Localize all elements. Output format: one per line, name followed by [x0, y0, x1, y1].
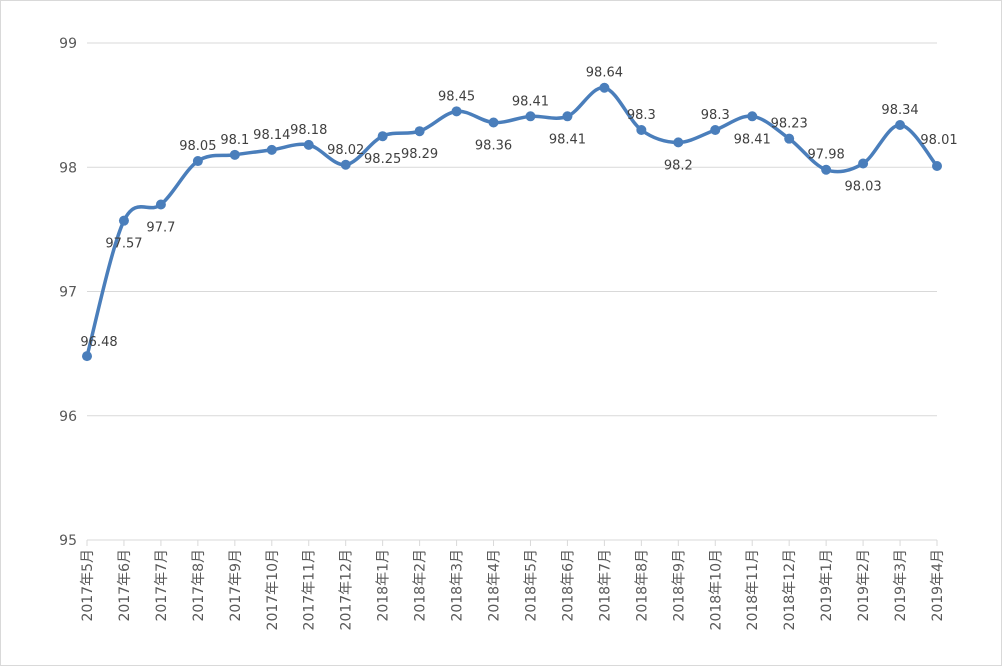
- x-tick-label: 2019年2月: [856, 549, 872, 622]
- x-tick-label: 2018年3月: [450, 549, 466, 622]
- data-point: [895, 120, 906, 131]
- data-point: [377, 131, 388, 142]
- data-point: [858, 158, 869, 169]
- data-point: [562, 111, 573, 122]
- x-tick-label: 2017年6月: [117, 549, 133, 622]
- y-tick-label: 98: [59, 160, 77, 176]
- data-label: 98.14: [253, 128, 290, 143]
- data-label: 98.64: [586, 66, 623, 81]
- data-point: [932, 161, 942, 172]
- data-label: 97.7: [146, 221, 175, 236]
- x-tick-label: 2017年11月: [302, 549, 318, 630]
- data-point: [414, 126, 425, 137]
- data-label: 98.23: [771, 117, 808, 132]
- data-point: [82, 351, 92, 362]
- data-point: [784, 133, 795, 144]
- x-tick-label: 2017年8月: [191, 549, 207, 622]
- x-tick-label: 2019年4月: [930, 549, 946, 622]
- data-point: [747, 111, 758, 122]
- data-label: 98.41: [549, 132, 586, 147]
- data-point: [340, 159, 351, 170]
- data-label: 98.03: [844, 180, 881, 195]
- data-label: 98.41: [512, 94, 549, 109]
- x-tick-label: 2018年9月: [671, 549, 687, 622]
- y-tick-label: 97: [59, 285, 77, 301]
- x-tick-label: 2018年11月: [745, 549, 761, 630]
- data-label: 97.98: [808, 148, 845, 163]
- data-label: 98.1: [220, 133, 249, 148]
- data-point: [636, 124, 647, 135]
- data-point: [266, 144, 277, 155]
- x-tick-label: 2017年10月: [265, 549, 281, 630]
- x-tick-label: 2018年10月: [708, 549, 724, 630]
- data-label: 98.3: [701, 108, 730, 123]
- gridlines: [87, 42, 937, 541]
- data-label: 98.45: [438, 89, 475, 104]
- x-tick-label: 2017年7月: [154, 549, 170, 622]
- y-tick-label: 96: [59, 409, 77, 425]
- x-tick-label: 2017年5月: [80, 549, 96, 622]
- data-point: [192, 156, 203, 167]
- data-label: 98.01: [920, 133, 957, 148]
- data-point: [118, 215, 129, 226]
- y-tick-label: 99: [59, 36, 77, 52]
- x-tick-label: 2017年12月: [339, 549, 355, 630]
- series-path: [85, 85, 939, 357]
- data-point: [525, 111, 536, 122]
- x-tick-label: 2019年1月: [819, 549, 835, 622]
- data-points: [82, 82, 942, 362]
- data-point: [599, 82, 610, 93]
- x-tick-label: 2018年6月: [560, 549, 576, 622]
- x-axis-ticks: 2017年5月 2017年6月 2017年7月 2017年8月 2017年9月 2017年…: [80, 540, 946, 630]
- y-axis-ticks: 95 96 97 98 99: [59, 36, 77, 549]
- data-label: 96.48: [80, 335, 117, 350]
- x-tick-label: 2018年1月: [376, 549, 392, 622]
- data-point: [303, 139, 314, 150]
- x-tick-label: 2018年8月: [634, 549, 650, 622]
- data-point: [229, 149, 240, 160]
- data-label: 98.29: [401, 147, 438, 162]
- data-point: [710, 124, 721, 135]
- data-label: 97.57: [105, 237, 142, 252]
- x-tick-label: 2017年9月: [228, 549, 244, 622]
- x-tick-label: 2018年2月: [413, 549, 429, 622]
- data-label: 98.36: [475, 139, 512, 154]
- data-label: 98.3: [627, 108, 656, 123]
- data-label: 98.02: [327, 143, 364, 158]
- data-label: 98.34: [881, 103, 918, 118]
- x-tick-label: 2018年12月: [782, 549, 798, 630]
- data-point: [488, 117, 499, 128]
- data-label: 98.18: [290, 123, 327, 138]
- x-tick-label: 2018年5月: [523, 549, 539, 622]
- data-point: [673, 137, 684, 148]
- data-point: [821, 164, 832, 175]
- x-tick-label: 2019年3月: [893, 549, 909, 622]
- data-point: [155, 199, 166, 210]
- data-label: 98.05: [179, 139, 216, 154]
- y-tick-label: 95: [59, 533, 77, 549]
- series-line: [85, 85, 939, 357]
- data-label: 98.2: [664, 158, 693, 173]
- x-tick-label: 2018年4月: [487, 549, 503, 622]
- data-label: 98.41: [734, 132, 771, 147]
- data-label: 98.25: [364, 152, 401, 167]
- x-tick-label: 2018年7月: [597, 549, 613, 622]
- data-point: [451, 106, 462, 117]
